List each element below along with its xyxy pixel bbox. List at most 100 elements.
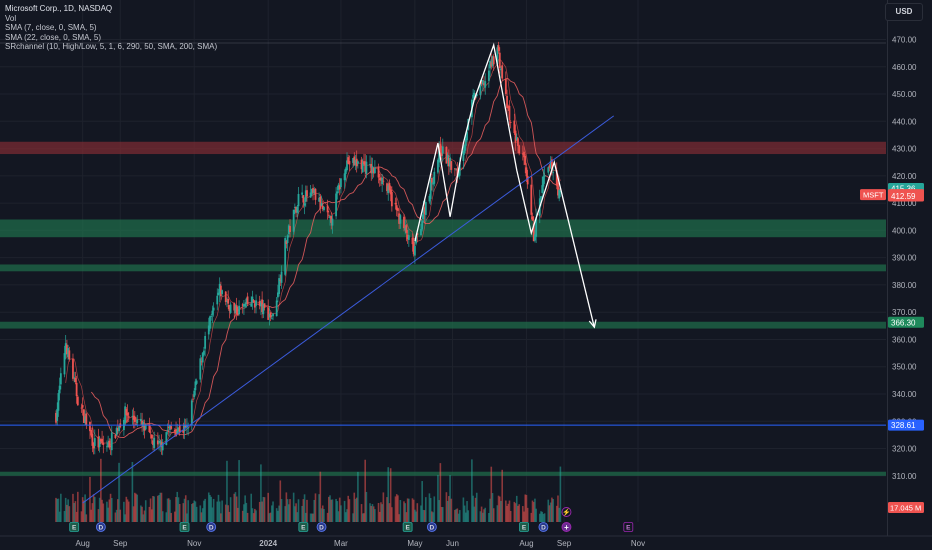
candle-body [354,159,357,166]
candle-body [380,177,382,181]
candle-body [557,182,559,196]
legend-sma7[interactable]: SMA (7, close, 0, SMA, 5) [5,23,97,32]
candle-body [153,437,156,448]
earnings-marker-label: E [626,525,631,532]
volume-bar [118,462,120,522]
candle-body [412,242,415,255]
trendline [82,115,615,504]
volume-bar [321,505,324,522]
candle-body [381,177,384,185]
price-axis-border [887,0,888,536]
symbol-title[interactable]: Microsoft Corp., 1D, NASDAQ [5,4,113,13]
sr-zone [0,471,886,476]
candle-body [193,390,196,398]
candle-body [423,207,426,215]
candle-body [509,122,512,123]
candle-body [530,184,533,215]
candle-body [97,436,100,448]
legend-sma22[interactable]: SMA (22, close, 0, SMA, 5) [5,32,102,42]
candle-body [377,167,380,178]
volume-bar [92,494,95,522]
volume-bar [91,503,94,522]
candle-body [176,430,179,434]
volume-bar [251,508,254,522]
pattern-path [414,42,595,328]
candle-body [92,442,95,449]
candle-body [458,162,461,176]
volume-bar [509,510,512,522]
candle-body [229,304,232,313]
candle-body [364,161,367,172]
candle-body [490,62,493,67]
dividend-marker [206,522,217,532]
volume-bar [167,498,170,522]
candle-body [542,176,545,187]
candle-body [534,234,536,241]
candle-body [297,193,300,207]
candle-body [216,295,219,305]
volume-bar [532,502,535,522]
volume-bar [352,513,354,522]
volume-bar [150,509,153,522]
volume-bar [289,499,291,522]
price-label-bg [888,419,924,431]
candle-body [340,178,342,188]
legend-vol[interactable]: Vol [5,13,17,23]
volume-bar [158,494,160,522]
y-tick-label: 370.00 [892,308,917,317]
volume-bar [490,466,493,522]
candle-body [360,159,363,170]
volume-bar [187,500,189,522]
candle-body [428,195,431,202]
candle-body [101,438,103,443]
candle-body [508,105,511,120]
price-label-bg [888,316,924,328]
volume-bar [246,512,249,522]
volume-bar [311,513,313,522]
volume-bar [542,513,545,522]
candle-body [475,94,478,97]
volume-bar [449,475,451,522]
candle-body [421,220,424,230]
candle-body [186,425,188,427]
legend-srchannel[interactable]: SRchannel (10, High/Low, 5, 1, 6, 290, 5… [5,42,218,51]
candle-body [160,442,163,448]
volume-bar [123,501,125,522]
add-event-icon [561,522,572,532]
candle-body [395,205,398,211]
price-label: 328.61 [891,421,916,430]
candle-body [58,385,61,394]
candle-body [314,188,317,200]
volume-bar [262,496,265,522]
candle-body [404,227,407,231]
candle-body [406,234,409,240]
candle-body [243,304,245,307]
currency-button[interactable]: USD [885,3,923,21]
volume-bar [169,499,171,522]
x-tick-label: 2024 [259,539,277,548]
candle-body [323,207,325,211]
volume-bar [98,497,101,522]
x-tick-label: Nov [187,539,201,548]
volume-bar [488,513,490,522]
volume-bar [135,493,137,522]
volume-bar [107,507,109,522]
candle-body [278,278,280,294]
volume-bar [149,498,152,522]
candle-body [238,305,240,315]
candle-body [481,80,484,85]
volume-bar [207,492,210,522]
candle-body [369,163,371,165]
candle-body [506,95,508,109]
candle-body [555,170,558,186]
candle-body [150,434,153,439]
candle-body [64,343,67,355]
volume-bar [399,500,402,522]
volume-bar [382,492,385,522]
candle-body [389,189,392,195]
candle-body [210,315,213,317]
volume-bar [465,512,467,522]
candle-body [523,151,525,158]
candle-body [182,430,185,433]
